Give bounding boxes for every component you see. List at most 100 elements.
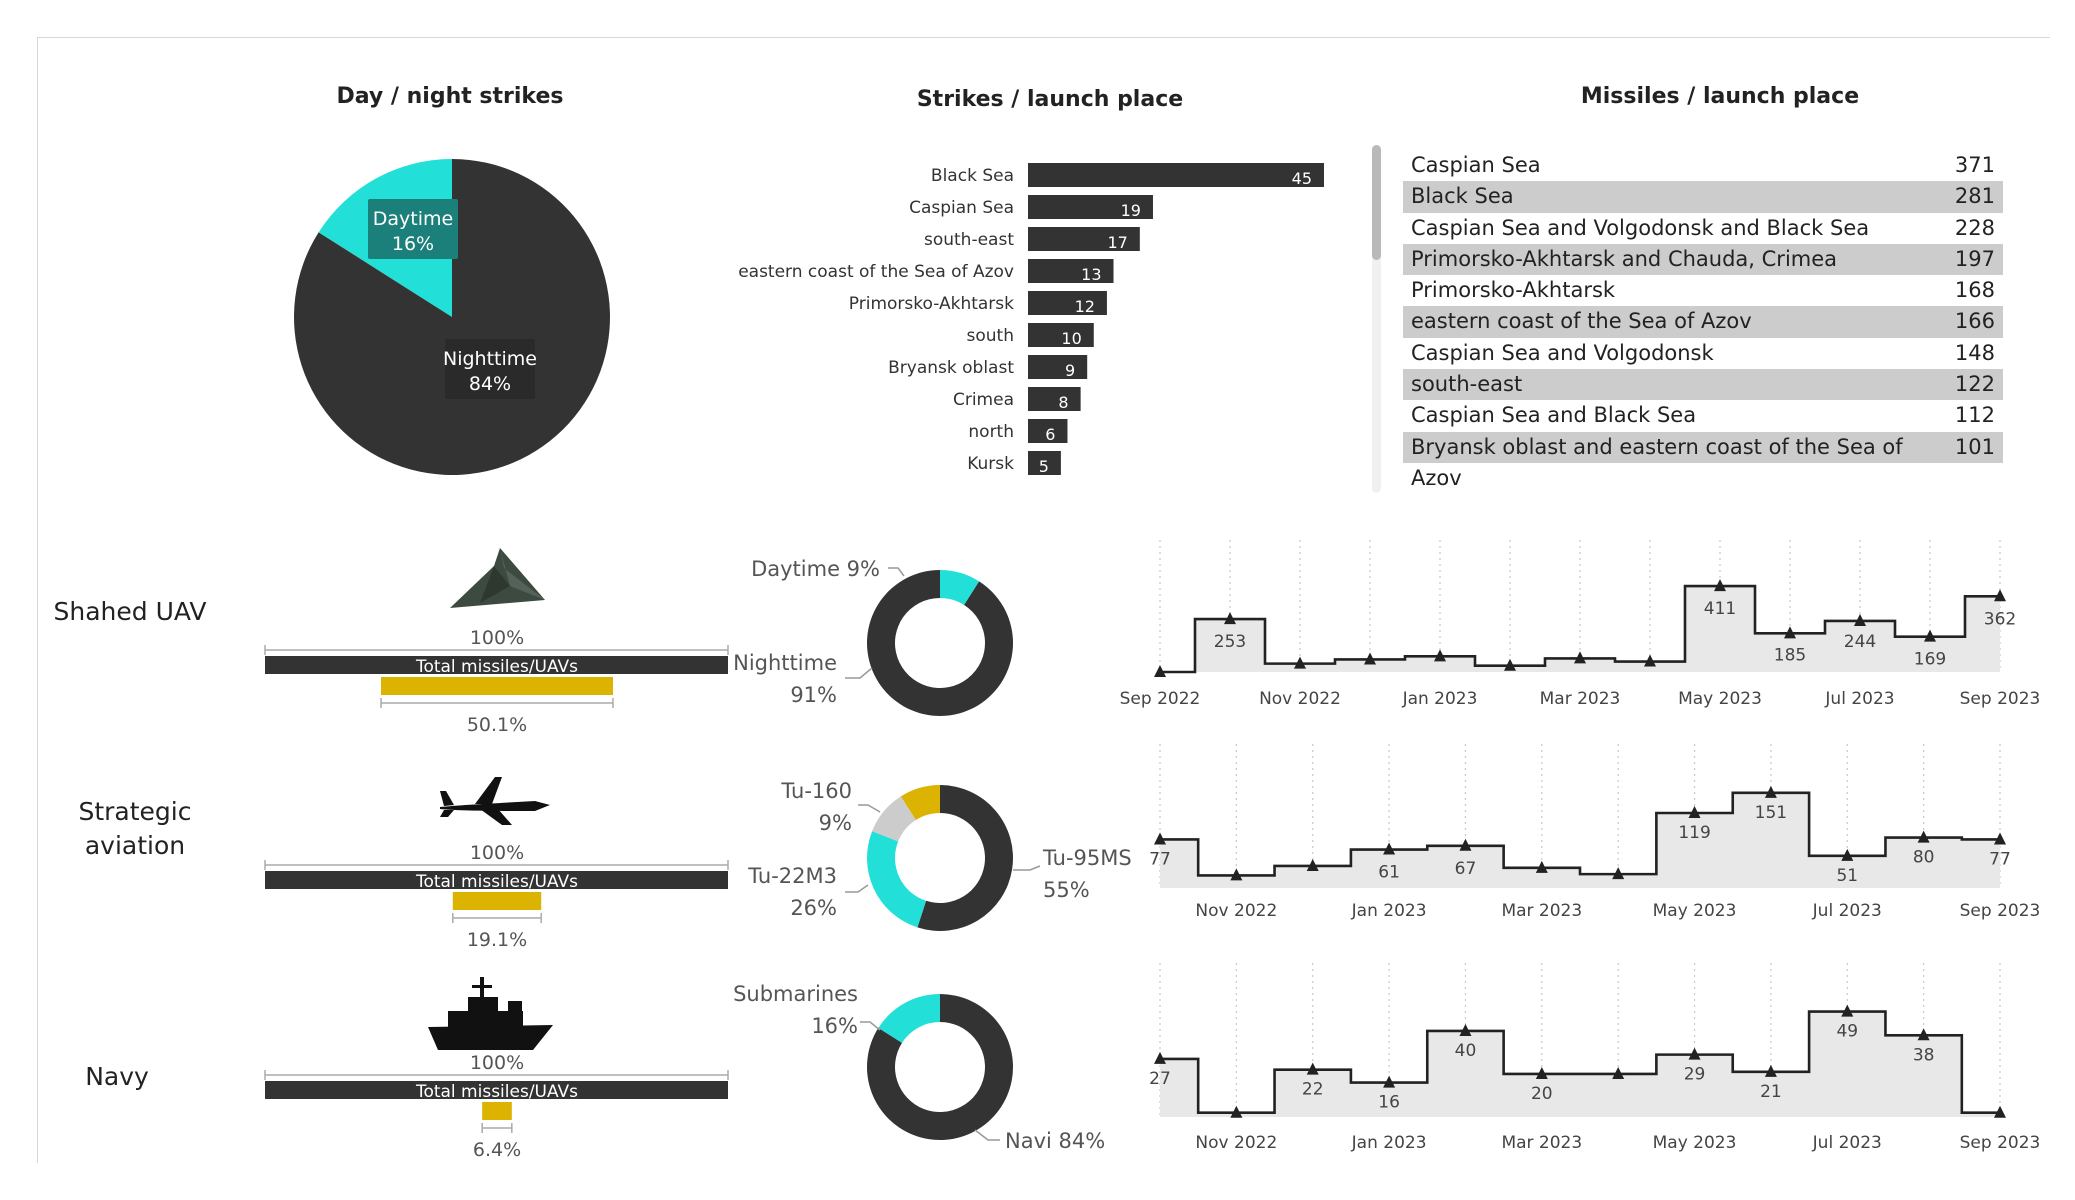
total-percent-label: 100% (470, 842, 524, 864)
bar-value-label: 12 (1075, 297, 1095, 316)
timeline-point-label: 77 (1989, 849, 2011, 869)
donut-label-value: 16% (811, 1014, 858, 1038)
total-bar-label: Total missiles/UAVs (415, 657, 578, 677)
table-cell-place: eastern coast of the Sea of Azov (1411, 309, 1752, 334)
share-percent-label: 6.4% (473, 1139, 521, 1161)
timeline-point (1294, 656, 1306, 669)
bar-category-label: south (967, 326, 1014, 346)
row-label-navy: Navy (27, 1060, 207, 1094)
row-label-line: Navy (85, 1062, 149, 1091)
table-cell-value: 168 (1954, 278, 1995, 303)
shahed-drone-icon (450, 548, 545, 608)
timeline-point (1612, 867, 1625, 880)
bomber-plane-icon (440, 777, 550, 825)
timeline-point (1154, 1051, 1166, 1064)
pie-label-value: 16% (392, 233, 434, 255)
timeline-tick-label: Mar 2023 (1501, 1133, 1582, 1153)
timeline-tick-label: Sep 2023 (1960, 1133, 2041, 1153)
table-row[interactable]: Caspian Sea and Volgodonsk 148 (1403, 338, 2003, 369)
table-row[interactable]: south-east 122 (1403, 369, 2003, 401)
strikes-launch-title: Strikes / launch place (916, 87, 1184, 112)
timeline-point-label: 21 (1760, 1082, 1782, 1102)
timeline-tick-label: Mar 2023 (1501, 901, 1582, 921)
timeline-tick-label: Mar 2023 (1540, 689, 1621, 709)
donut-label-name: Nighttime (733, 651, 837, 675)
timeline-point (1784, 626, 1796, 639)
timeline-point-label: 119 (1678, 823, 1710, 843)
timeline-point (1764, 785, 1777, 798)
donut-slice (866, 570, 1013, 716)
bar-value-label: 6 (1045, 425, 1055, 444)
donut-label-name: Tu-95MS (1042, 846, 1132, 870)
table-row[interactable]: Bryansk oblast and eastern coast of the … (1403, 431, 2003, 490)
row-label-line: Shahed UAV (53, 597, 207, 626)
timeline-point-label: 27 (1149, 1069, 1171, 1089)
bar-category-label: Kursk (967, 454, 1014, 474)
row-label-line: Strategic (78, 797, 192, 826)
pie-label-name: Daytime (373, 208, 453, 230)
timeline-point-label: 20 (1531, 1084, 1553, 1104)
timeline-tick-label: Jan 2023 (1351, 1133, 1427, 1153)
donut-label-value: 26% (790, 896, 837, 920)
table-cell-value: 148 (1954, 340, 1995, 365)
row-label-shahed: Shahed UAV (40, 595, 220, 629)
timeline-tick-label: Jul 2023 (1812, 901, 1882, 921)
timeline-point-label: 169 (1914, 650, 1946, 670)
table-row[interactable]: eastern coast of the Sea of Azov 166 (1403, 306, 2003, 338)
timeline-tick-label: Sep 2022 (1120, 689, 1201, 709)
donut-slice (872, 796, 916, 842)
timeline-point (1364, 652, 1376, 665)
missiles-launch-title: Missiles / launch place (1580, 84, 1860, 109)
timeline-point-label: 67 (1455, 859, 1477, 879)
bar-rect (1028, 195, 1153, 219)
table-cell-place: Caspian Sea and Volgodonsk (1411, 340, 1714, 365)
timeline-point-label: 49 (1836, 1022, 1858, 1042)
table-row[interactable]: Caspian Sea and Black Sea 112 (1403, 400, 2003, 431)
timeline-tick-label: Nov 2022 (1195, 1133, 1277, 1153)
timeline-point-label: 38 (1913, 1045, 1935, 1065)
table-scrollbar-thumb[interactable] (1372, 145, 1381, 260)
timeline-point (1154, 832, 1166, 845)
timeline-point (1612, 1066, 1625, 1079)
timeline-tick-label: Jul 2023 (1824, 689, 1894, 709)
bar-category-label: Primorsko-Akhtarsk (849, 294, 1014, 314)
bar-value-label: 5 (1039, 457, 1049, 476)
table-cell-value: 112 (1954, 403, 1995, 428)
bar-rect (1028, 355, 1088, 379)
donut-label: Navi 84% (1005, 1129, 1105, 1153)
table-row[interactable]: Primorsko-Akhtarsk 168 (1403, 275, 2003, 306)
table-cell-place: Primorsko-Akhtarsk and Chauda, Crimea (1411, 246, 1838, 271)
timeline-tick-label: Sep 2023 (1960, 901, 2041, 921)
table-cell-value: 228 (1954, 215, 1995, 240)
timeline-point (1459, 1023, 1472, 1036)
table-cell-value: 101 (1954, 434, 1995, 459)
table-row[interactable]: Caspian Sea and Volgodonsk and Black Sea… (1403, 213, 2003, 244)
table-cell-place: south-east (1411, 372, 1523, 397)
timeline-point (1917, 1028, 1930, 1041)
donut-label-value: 91% (790, 683, 837, 707)
donut-leader-line (860, 1021, 881, 1031)
timeline-point (1994, 1105, 2006, 1118)
share-bar (381, 677, 613, 695)
timeline-line (1160, 1010, 2000, 1114)
timeline-point (1224, 612, 1236, 625)
bar-rect (1028, 419, 1068, 443)
table-row[interactable]: Black Sea 281 (1403, 181, 2003, 213)
timeline-point-label: 22 (1302, 1080, 1324, 1100)
bar-rect (1028, 291, 1107, 315)
timeline-point-label: 77 (1149, 849, 1171, 869)
bar-category-label: eastern coast of the Sea of Azov (738, 262, 1014, 282)
timeline-point (1994, 589, 2006, 602)
bar-value-label: 13 (1081, 265, 1101, 284)
donut-slice (900, 785, 940, 821)
timeline-tick-label: May 2023 (1678, 689, 1762, 709)
timeline-point-label: 16 (1378, 1093, 1400, 1113)
table-scrollbar[interactable] (1372, 145, 1381, 493)
table-row[interactable]: Primorsko-Akhtarsk and Chauda, Crimea 197 (1403, 243, 2003, 276)
table-row[interactable]: Caspian Sea 371 (1403, 150, 2003, 181)
timeline-tick-label: Nov 2022 (1195, 901, 1277, 921)
timeline-point (1383, 842, 1396, 855)
timeline-point-label: 362 (1984, 609, 2016, 629)
timeline-point (1917, 830, 1930, 843)
